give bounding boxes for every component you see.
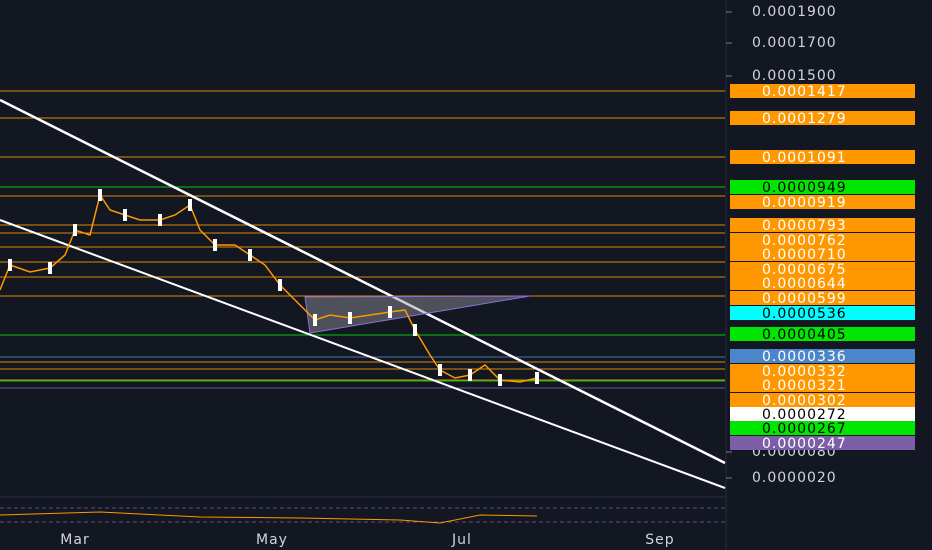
trend-line bbox=[0, 98, 726, 465]
level-label: 0.0000675 bbox=[762, 262, 847, 278]
price-label: 0.0001700 bbox=[752, 35, 837, 51]
level-label: 0.0000949 bbox=[762, 180, 847, 196]
level-tag bbox=[730, 306, 915, 320]
level-tag bbox=[730, 349, 915, 363]
price-label: 0.0001500 bbox=[752, 68, 837, 84]
price-label: 0.0000020 bbox=[752, 470, 837, 486]
candle bbox=[413, 324, 417, 336]
candle bbox=[48, 262, 52, 274]
candle bbox=[73, 224, 77, 236]
level-tag bbox=[730, 233, 915, 247]
candle bbox=[98, 189, 102, 201]
level-label: 0.0000332 bbox=[762, 364, 847, 380]
level-label: 0.0000272 bbox=[762, 407, 847, 423]
time-label: Jul bbox=[451, 532, 472, 548]
level-tag bbox=[730, 327, 915, 341]
time-label: May bbox=[256, 532, 288, 548]
level-label: 0.0001091 bbox=[762, 150, 847, 166]
candle bbox=[278, 279, 282, 291]
level-label: 0.0001279 bbox=[762, 111, 847, 127]
trend-line bbox=[0, 219, 726, 489]
level-label: 0.0000321 bbox=[762, 378, 847, 394]
time-label: Sep bbox=[645, 532, 674, 548]
candle bbox=[388, 306, 392, 318]
level-tag bbox=[730, 218, 915, 232]
level-tag bbox=[730, 436, 915, 450]
level-tag bbox=[730, 262, 915, 276]
level-label: 0.0000336 bbox=[762, 349, 847, 365]
level-label: 0.0000302 bbox=[762, 393, 847, 409]
candle bbox=[438, 364, 442, 376]
candle bbox=[313, 314, 317, 326]
level-label: 0.0000762 bbox=[762, 233, 847, 249]
time-label: Mar bbox=[60, 532, 89, 548]
level-label: 0.0000644 bbox=[762, 276, 847, 292]
candle bbox=[468, 369, 472, 381]
level-label: 0.0000710 bbox=[762, 247, 847, 263]
price-label: 0.0001900 bbox=[752, 4, 837, 20]
candle bbox=[248, 249, 252, 261]
level-label: 0.0000247 bbox=[762, 436, 847, 452]
level-tag bbox=[730, 111, 915, 125]
candle bbox=[213, 239, 217, 251]
candle bbox=[535, 372, 539, 384]
price-path bbox=[0, 193, 538, 383]
level-tag bbox=[730, 364, 915, 378]
level-tag bbox=[730, 84, 915, 98]
level-tag bbox=[730, 393, 915, 407]
level-tag bbox=[730, 180, 915, 194]
level-tag bbox=[730, 247, 915, 261]
level-label: 0.0001417 bbox=[762, 84, 847, 100]
level-tag bbox=[730, 276, 915, 290]
level-tag bbox=[730, 378, 915, 392]
level-tag bbox=[730, 407, 915, 421]
level-tag bbox=[730, 150, 915, 164]
candle bbox=[8, 259, 12, 271]
triangle-pattern bbox=[304, 295, 531, 334]
candle bbox=[188, 199, 192, 211]
level-label: 0.0000793 bbox=[762, 218, 847, 234]
level-tag bbox=[730, 421, 915, 435]
level-label: 0.0000405 bbox=[762, 327, 847, 343]
candle bbox=[158, 214, 162, 226]
candle bbox=[348, 312, 352, 324]
level-label: 0.0000536 bbox=[762, 306, 847, 322]
level-tag bbox=[730, 195, 915, 209]
level-tag bbox=[730, 291, 915, 305]
level-label: 0.0000919 bbox=[762, 195, 847, 211]
level-label: 0.0000599 bbox=[762, 291, 847, 307]
level-label: 0.0000267 bbox=[762, 421, 847, 437]
indicator bbox=[0, 511, 538, 524]
candle bbox=[123, 209, 127, 221]
candle bbox=[498, 374, 502, 386]
